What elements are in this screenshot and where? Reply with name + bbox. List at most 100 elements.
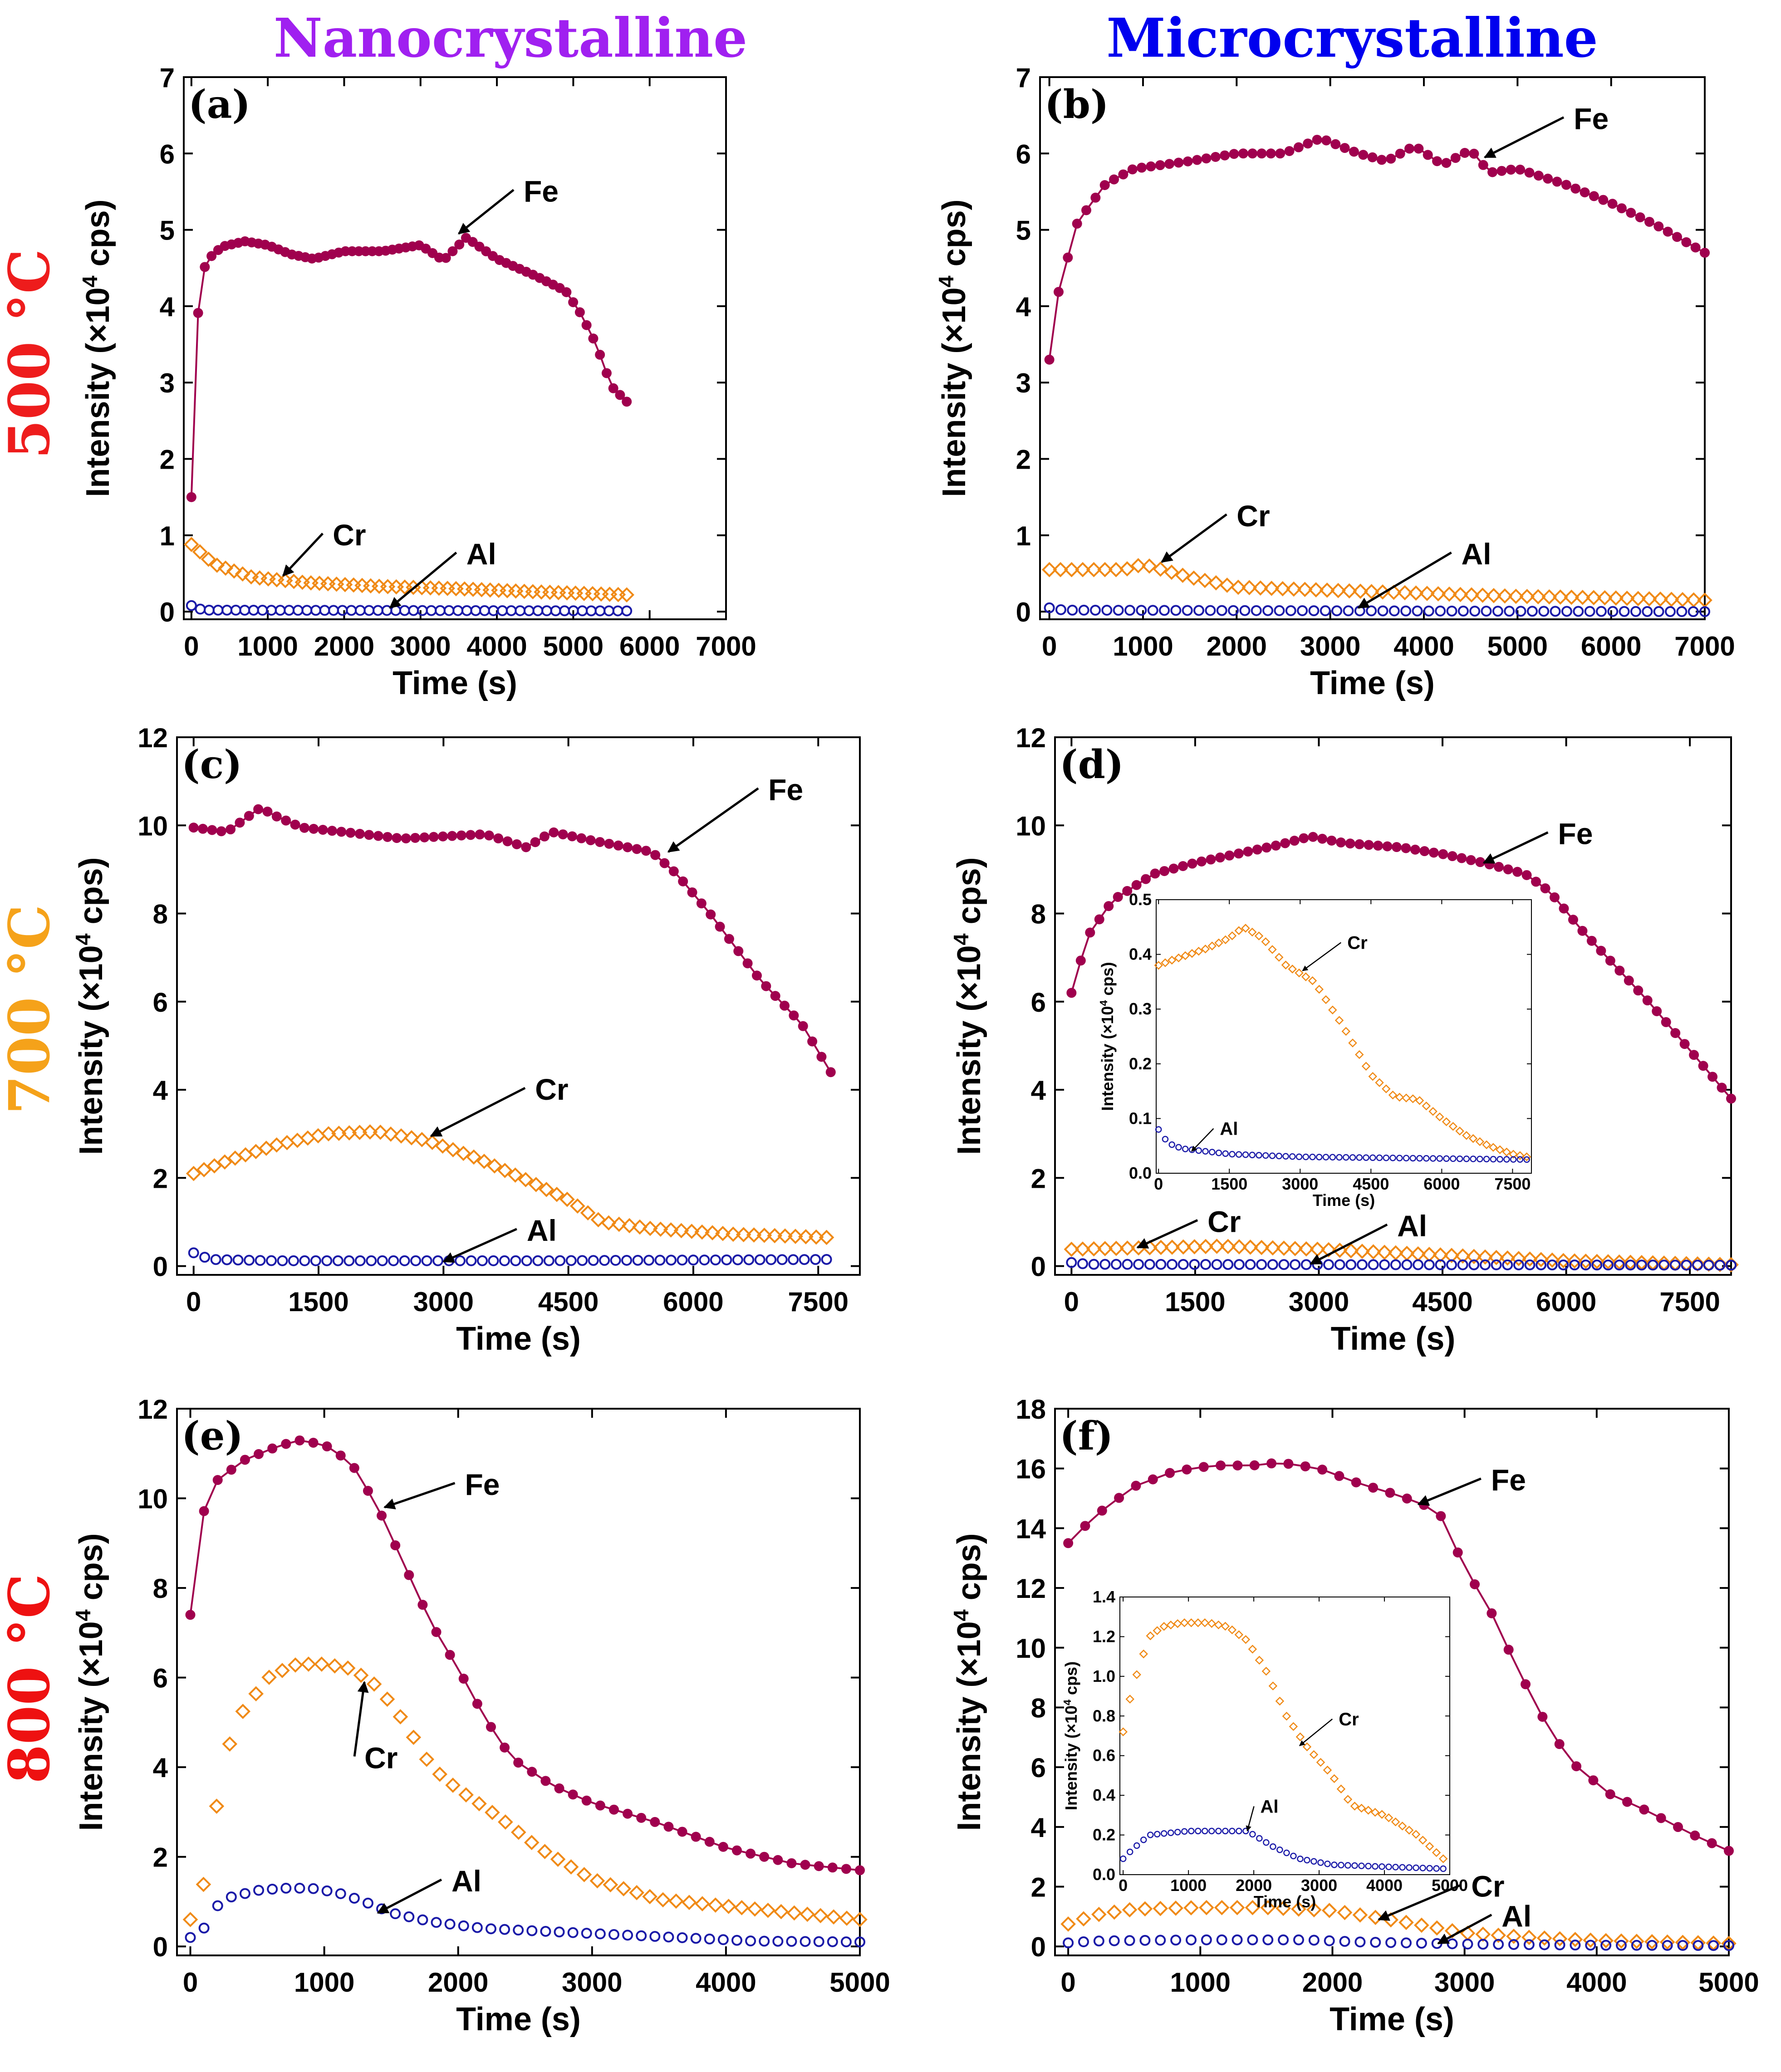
cr-point	[1321, 1242, 1336, 1258]
cr-point	[288, 1657, 303, 1673]
cr-point	[1397, 585, 1413, 601]
fe-point	[1201, 153, 1212, 164]
fe-point	[1512, 867, 1523, 877]
fe-point	[1104, 901, 1114, 911]
fe-point	[696, 898, 707, 909]
x-tick-label: 1000	[294, 1967, 354, 1998]
y-tick-label: 4	[1031, 1075, 1046, 1106]
fe-point	[615, 390, 625, 400]
al-point	[1636, 1259, 1647, 1271]
al-point	[759, 1935, 770, 1947]
al-point	[1436, 1155, 1443, 1162]
cr-point	[1619, 590, 1635, 606]
fe-point	[445, 1650, 455, 1660]
cr-point	[1142, 558, 1157, 574]
cr-point	[1384, 1813, 1393, 1822]
cr-point	[576, 1867, 592, 1882]
inset-y-axis-title: Intensity (×104 cps)	[1098, 962, 1117, 1111]
fe-point	[1642, 995, 1653, 1006]
fe-point	[1164, 159, 1175, 169]
cr-point	[1564, 589, 1580, 605]
fe-point	[401, 833, 411, 843]
fe-point	[1726, 1093, 1736, 1104]
annotation-arrow-fe	[457, 189, 515, 235]
cr-point	[235, 1704, 251, 1719]
al-point	[1229, 1827, 1236, 1835]
al-point	[1550, 606, 1561, 617]
al-point	[1456, 1155, 1463, 1162]
y-tick-label: 8	[153, 1573, 168, 1604]
cr-point	[756, 1227, 772, 1243]
annotation-label-cr: Cr	[1339, 1710, 1359, 1729]
x-tick-label: 1500	[1211, 1175, 1247, 1193]
cr-point	[1289, 1722, 1298, 1731]
cr-point	[1234, 1630, 1244, 1639]
cr-point	[1122, 1902, 1138, 1918]
fe-point	[558, 829, 568, 840]
cr-point	[414, 1132, 430, 1147]
fe-point	[1330, 139, 1341, 149]
fe-point	[271, 811, 282, 822]
cr-point	[184, 537, 199, 552]
al-point	[1369, 1154, 1376, 1161]
cr-point	[1207, 941, 1217, 950]
fe-point	[206, 251, 217, 261]
cr-point	[1377, 1810, 1387, 1819]
y-axis-title: Intensity (×104 cps)	[949, 1533, 987, 1831]
y-tick-label: 2	[1031, 1872, 1046, 1903]
al-point	[1283, 1849, 1290, 1856]
al-point	[1647, 1259, 1658, 1271]
fe-point	[1283, 1459, 1294, 1469]
fe-point	[1150, 868, 1160, 879]
al-point	[485, 1923, 496, 1935]
cr-point	[1297, 582, 1313, 598]
al-point	[1067, 604, 1078, 616]
al-point	[799, 1254, 810, 1265]
fe-point	[1639, 1804, 1649, 1815]
al-point	[221, 604, 233, 616]
fe-point	[650, 1817, 660, 1827]
al-point	[1229, 1151, 1236, 1158]
x-tick-label: 5000	[543, 631, 603, 661]
y-tick-label: 0.2	[1093, 1826, 1115, 1844]
y-tick-label: 0.4	[1093, 1786, 1115, 1804]
al-point	[337, 605, 348, 616]
al-point	[1457, 605, 1469, 617]
cr-point	[404, 1130, 419, 1146]
al-point	[1181, 1828, 1188, 1835]
fe-point	[1293, 142, 1304, 152]
al-point	[366, 1255, 377, 1266]
cr-point	[1180, 1618, 1189, 1627]
fe-point	[281, 815, 291, 826]
cr-point	[534, 584, 549, 600]
annotation-label-fe: Fe	[1491, 1463, 1526, 1497]
fe-point	[1229, 149, 1239, 159]
series-line-fe	[190, 236, 628, 497]
al-point	[1385, 1937, 1397, 1948]
al-point	[362, 1897, 373, 1909]
cr-point	[354, 578, 370, 593]
y-tick-label: 12	[1016, 723, 1046, 753]
fe-point	[1549, 892, 1560, 902]
cr-point	[1464, 587, 1479, 603]
al-point	[248, 605, 259, 616]
al-point	[1193, 605, 1205, 616]
y-tick-label: 0.2	[1129, 1054, 1152, 1073]
annotation-arrow-cr	[1302, 942, 1342, 971]
cr-point	[1119, 561, 1135, 577]
cr-point	[1252, 580, 1268, 596]
cr-point	[1653, 591, 1668, 607]
fe-point	[484, 830, 494, 841]
y-tick-label: 6	[1031, 987, 1046, 1018]
al-point	[1304, 1856, 1310, 1864]
x-axis-title: Time (s)	[1330, 2001, 1454, 2038]
al-point	[540, 1926, 551, 1937]
cr-point	[1552, 589, 1568, 605]
cr-point	[379, 1691, 395, 1707]
fe-point	[1233, 848, 1244, 859]
al-point	[1055, 604, 1066, 615]
al-point	[1692, 1259, 1703, 1271]
fe-point	[527, 1767, 537, 1777]
al-point	[1249, 1831, 1256, 1838]
cr-point	[1106, 1904, 1122, 1920]
